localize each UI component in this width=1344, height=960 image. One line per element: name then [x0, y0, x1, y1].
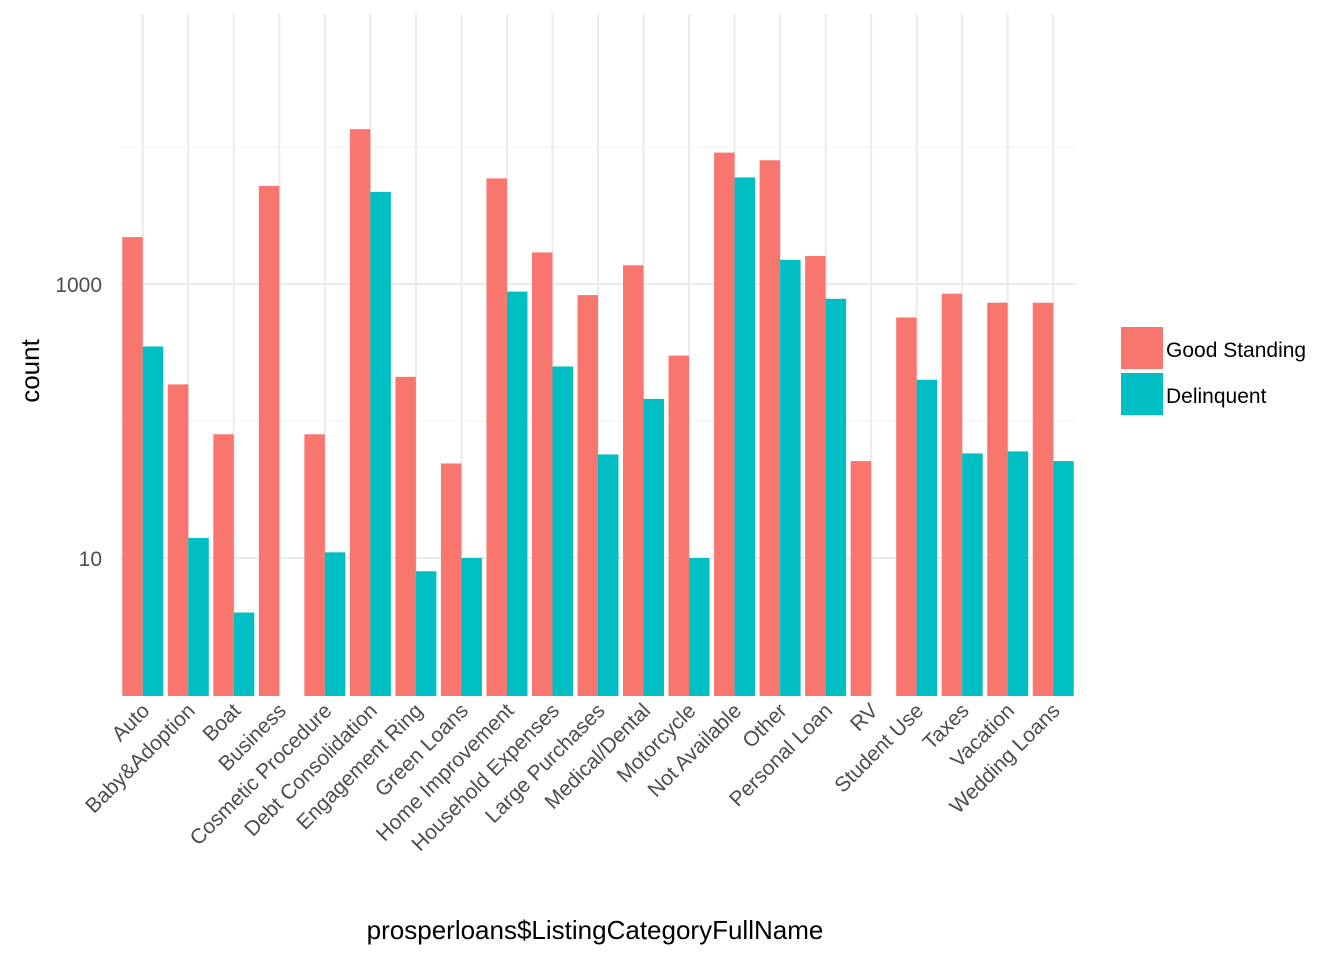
bar-good-standing-personal-loan: [805, 256, 826, 696]
bar-delinquent-boat: [233, 612, 255, 696]
bar-delinquent-personal-loan: [825, 298, 847, 696]
x-tick-label-rv: RV: [846, 699, 883, 736]
bar-good-standing-wedding-loans: [1032, 302, 1054, 696]
legend: Good Standing Delinquent: [1121, 327, 1306, 415]
bar-good-standing-medical-dental: [623, 265, 644, 696]
bar-delinquent-debt-consolidation: [370, 191, 391, 697]
bar-good-standing-not-available: [714, 152, 735, 697]
bar-good-standing-other: [759, 160, 781, 696]
bar-delinquent-taxes: [962, 453, 983, 696]
bar-good-standing-baby-adoption: [167, 384, 189, 696]
bar-good-standing-business: [258, 185, 280, 696]
bar-delinquent-engagement-ring: [415, 571, 437, 696]
bar-delinquent-auto: [142, 346, 164, 696]
y-axis-title: count: [15, 338, 45, 402]
legend-key-delinquent: [1121, 373, 1163, 415]
bar-good-standing-taxes: [941, 293, 963, 696]
bar-delinquent-wedding-loans: [1053, 461, 1074, 696]
bar-delinquent-medical-dental: [643, 398, 665, 696]
bar-delinquent-home-improvement: [506, 291, 528, 696]
bar-good-standing-rv: [850, 461, 872, 696]
bar-delinquent-other: [780, 259, 801, 696]
bar-good-standing-motorcycle: [668, 355, 690, 696]
bar-delinquent-motorcycle: [689, 558, 710, 696]
legend-key-good-standing: [1121, 327, 1163, 369]
x-axis-title: prosperloans$ListingCategoryFullName: [367, 915, 824, 945]
bar-delinquent-cosmetic-procedure: [324, 552, 346, 696]
bar-good-standing-boat: [213, 434, 234, 696]
bar-delinquent-household-expenses: [552, 366, 573, 696]
bar-delinquent-baby-adoption: [188, 537, 209, 696]
bar-delinquent-student-use: [916, 379, 938, 696]
bar-good-standing-home-improvement: [486, 178, 507, 696]
y-tick-labels: 10 1000: [55, 274, 102, 571]
bar-good-standing-household-expenses: [531, 252, 553, 696]
bar-delinquent-vacation: [1007, 451, 1029, 696]
bar-good-standing-vacation: [987, 302, 1008, 696]
bar-good-standing-large-purchases: [577, 295, 598, 696]
bar-good-standing-debt-consolidation: [349, 129, 371, 696]
y-tick-label: 1000: [55, 274, 102, 297]
y-tick-label: 10: [79, 548, 102, 571]
bar-good-standing-green-loans: [440, 463, 462, 696]
bar-delinquent-large-purchases: [598, 454, 619, 696]
legend-label-delinquent: Delinquent: [1166, 385, 1267, 408]
bar-delinquent-green-loans: [461, 558, 482, 696]
bar-good-standing-auto: [122, 237, 143, 696]
bar-good-standing-cosmetic-procedure: [304, 434, 325, 696]
bar-delinquent-not-available: [734, 177, 756, 696]
legend-label-good-standing: Good Standing: [1166, 339, 1306, 362]
bars: [122, 129, 1074, 697]
bar-good-standing-engagement-ring: [395, 376, 416, 696]
bar-good-standing-student-use: [896, 317, 917, 696]
